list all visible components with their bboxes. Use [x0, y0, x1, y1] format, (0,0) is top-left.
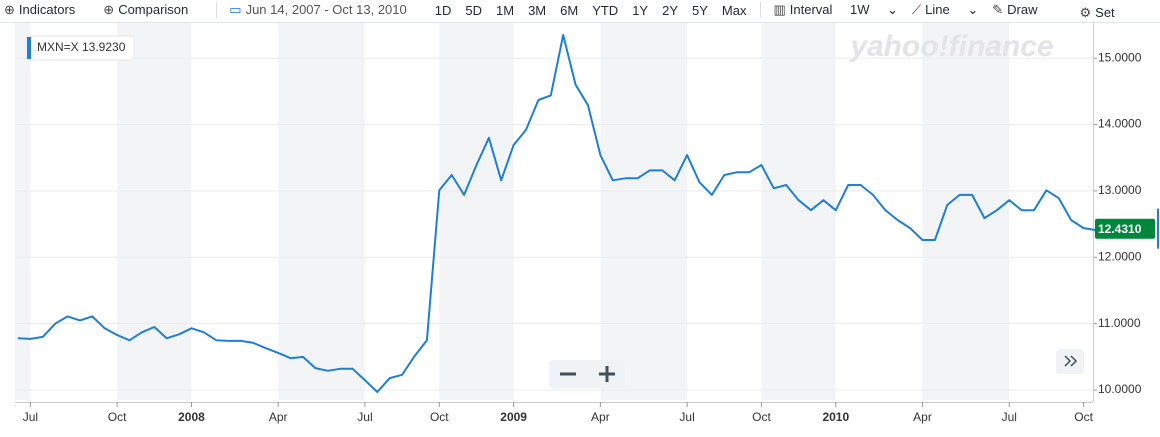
legend-name: MXN=X [37, 40, 79, 54]
background-bands [15, 23, 1010, 400]
label: Draw [1007, 2, 1038, 17]
legend-swatch [27, 37, 31, 59]
zoom-controls [549, 360, 625, 388]
comparison-button[interactable]: ⊕ Comparison [103, 2, 189, 17]
chevrons [1064, 355, 1078, 367]
indicators-button[interactable]: ⊕ Indicators [4, 2, 76, 17]
x-tick-label: Jul [1002, 410, 1017, 424]
range-button[interactable]: 5Y [692, 2, 708, 18]
last-price-box [1095, 218, 1155, 239]
y-tick-label: 15.0000 [1098, 50, 1142, 64]
x-tick-label: Oct [108, 410, 127, 424]
x-tick-label: 2009 [500, 410, 527, 424]
y-tick-label: 10.0000 [1098, 382, 1142, 396]
band [15, 23, 31, 400]
range-button[interactable]: 2Y [662, 2, 678, 18]
price-line [17, 34, 1097, 393]
label: Line [925, 2, 950, 17]
range-button[interactable]: 6M [560, 2, 579, 18]
range-buttons: 1D 5D 1M 3M 6M YTD 1Y 2Y 5Y Max [435, 3, 761, 18]
range-button[interactable]: 1Y [632, 2, 649, 18]
band [117, 23, 192, 400]
range-button[interactable]: YTD [592, 2, 619, 18]
scroll-end-button[interactable] [1056, 349, 1084, 374]
band [761, 23, 836, 400]
x-tick-label: 2010 [822, 410, 849, 424]
x-tick-label: Apr [269, 410, 288, 424]
last-price-label: 12.4310 [1098, 222, 1142, 236]
date-range-button[interactable]: ▭ Jun 14, 2007 - Oct 13, 2010 [229, 2, 407, 17]
y-tick-label: 13.0000 [1098, 183, 1142, 197]
x-tick-label: Oct [752, 410, 771, 424]
label: Indicators [18, 2, 76, 17]
settings-button[interactable]: ⚙ Set [1079, 5, 1115, 20]
y-tick-label: 11.0000 [1098, 316, 1141, 330]
range-button[interactable]: 1D [434, 2, 452, 18]
label: Set [1095, 5, 1115, 20]
x-tick-label: Jul [679, 410, 694, 424]
x-tick-label: 2008 [178, 410, 205, 424]
interval-button[interactable]: ▥ Interval 1W ⌄ [773, 2, 899, 17]
range-button[interactable]: 3M [528, 2, 547, 18]
separator [760, 2, 762, 18]
y-tick-label: 14.0000 [1098, 117, 1142, 131]
band [600, 23, 688, 400]
x-tick-label: Jul [23, 410, 38, 424]
watermark: yahoo!finance [848, 30, 1053, 63]
band [278, 23, 365, 400]
label: Interval [789, 2, 833, 17]
range-button[interactable]: Max [721, 2, 747, 18]
chart-type-button[interactable]: ⟋ Line ⌄ [912, 2, 979, 17]
label: Comparison [118, 2, 189, 17]
x-tick-label: Apr [913, 410, 932, 424]
toolbar: ⊕ Indicators ⊕ Comparison ▭ Jun 14, 2007 - … [0, 0, 1160, 20]
x-tick-label: Jul [357, 410, 372, 424]
range-button[interactable]: 1M [496, 2, 515, 18]
range-button[interactable]: 5D [465, 2, 482, 18]
legend-box [25, 35, 135, 61]
label: Jun 14, 2007 - Oct 13, 2010 [245, 2, 407, 17]
legend-value: 13.9230 [82, 40, 126, 54]
x-tick-label: Oct [430, 410, 449, 424]
interval-value: 1W [850, 2, 870, 17]
band [439, 23, 514, 400]
x-tick-label: Oct [1074, 410, 1093, 424]
x-tick-label: Apr [591, 410, 610, 424]
y-tick-label: 12.0000 [1098, 249, 1142, 263]
separator [216, 2, 218, 18]
draw-button[interactable]: ✎ Draw [992, 2, 1038, 17]
